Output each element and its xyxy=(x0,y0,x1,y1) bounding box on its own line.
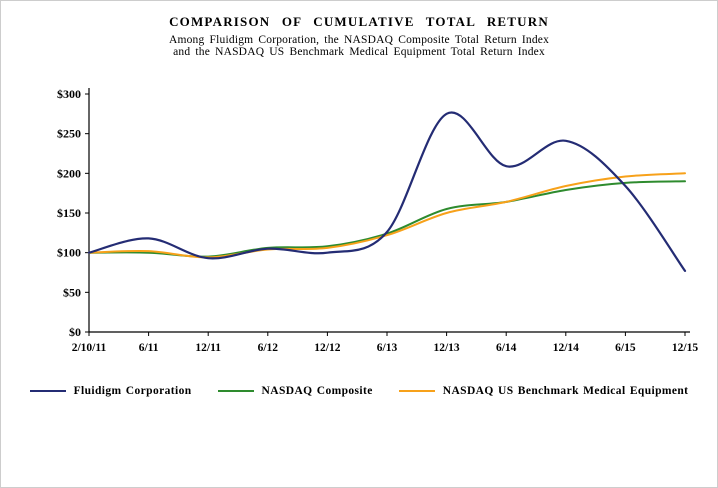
series-line-nasdaq-composite xyxy=(88,180,686,258)
y-axis-label: $0 xyxy=(69,325,81,339)
y-axis-label: $150 xyxy=(57,206,81,220)
x-axis-label: 6/12 xyxy=(258,342,279,354)
y-axis-label: $250 xyxy=(57,127,81,141)
x-axis-label: 12/13 xyxy=(433,342,459,354)
chart-legend: Fluidigm Corporation NASDAQ Composite NASD… xyxy=(1,385,717,397)
x-axis-label: 12/12 xyxy=(314,342,340,354)
series-line-fluidigm-corporation xyxy=(87,111,687,272)
x-axis-label: 6/13 xyxy=(377,342,398,354)
legend-item-fluidigm-corporation: Fluidigm Corporation xyxy=(29,385,192,397)
legend-label-nasdaq-composite: NASDAQ Composite xyxy=(261,385,373,397)
x-axis-label: 12/14 xyxy=(553,342,579,354)
y-axis-label: $200 xyxy=(57,166,81,180)
y-axis-label: $50 xyxy=(63,285,81,299)
x-axis-label: 12/15 xyxy=(672,342,698,354)
y-axis-label: $100 xyxy=(57,246,81,260)
chart-subtitle-line-1: Among Fluidigm Corporation, the NASDAQ C… xyxy=(168,34,550,46)
line-chart: $0 $50 $100 $150 $200 $250 $300 2/10/11 6/11 12/1… xyxy=(1,71,717,376)
legend-label-nasdaq-us-benchmark-medical-equipment: NASDAQ US Benchmark Medical Equipment xyxy=(442,385,689,397)
x-axis-label: 12/11 xyxy=(195,342,221,354)
chart-axes xyxy=(88,88,690,333)
legend-line-swatch-nasdaq-us-benchmark-medical-equipment xyxy=(398,390,435,392)
legend-item-nasdaq-us-benchmark-medical-equipment: NASDAQ US Benchmark Medical Equipment xyxy=(398,385,689,397)
series-line-nasdaq-us-benchmark-medical-equipment xyxy=(88,172,686,259)
x-axis-label: 6/15 xyxy=(615,342,636,354)
chart-header: COMPARISON OF CUMULATIVE TOTAL RETURN Am… xyxy=(1,14,717,58)
x-axis-label: 6/14 xyxy=(496,342,517,354)
legend-label-fluidigm-corporation: Fluidigm Corporation xyxy=(73,385,192,397)
x-axis-label: 6/11 xyxy=(139,342,159,354)
legend-line-swatch-fluidigm-corporation xyxy=(29,390,66,392)
x-axis-label: 2/10/11 xyxy=(72,342,107,354)
legend-line-swatch-nasdaq-composite xyxy=(217,390,254,392)
chart-title: COMPARISON OF CUMULATIVE TOTAL RETURN xyxy=(169,14,549,29)
y-axis-label: $300 xyxy=(57,87,81,101)
chart-subtitle-line-2: and the NASDAQ US Benchmark Medical Equi… xyxy=(173,46,545,58)
chart-canvas: $0 $50 $100 $150 $200 $250 $300 2/10/11 6/11 12/1… xyxy=(57,87,698,354)
legend-item-nasdaq-composite: NASDAQ Composite xyxy=(217,385,373,397)
